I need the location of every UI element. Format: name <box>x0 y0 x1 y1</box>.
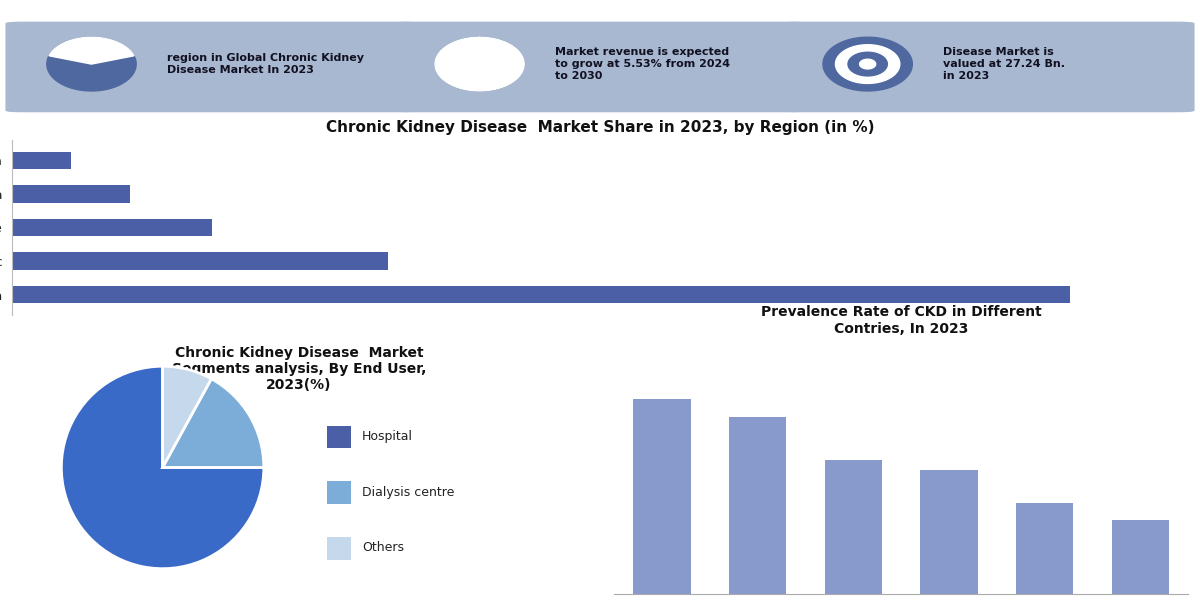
Polygon shape <box>823 37 912 91</box>
Polygon shape <box>49 37 134 64</box>
FancyBboxPatch shape <box>326 481 352 504</box>
Bar <box>824 460 882 594</box>
FancyBboxPatch shape <box>326 537 352 560</box>
Bar <box>12 252 389 270</box>
FancyBboxPatch shape <box>6 22 418 112</box>
Bar <box>730 417 786 594</box>
Polygon shape <box>47 37 136 91</box>
Text: Market revenue is expected
to grow at 5.53% from 2024
to 2030: Market revenue is expected to grow at 5.… <box>554 47 730 80</box>
Text: Dialysis centre: Dialysis centre <box>362 486 455 499</box>
Polygon shape <box>859 59 876 69</box>
Text: region in Global Chronic Kidney
Disease Market In 2023: region in Global Chronic Kidney Disease … <box>167 53 364 75</box>
Bar <box>12 219 212 236</box>
Wedge shape <box>162 379 264 467</box>
Polygon shape <box>434 37 524 91</box>
FancyBboxPatch shape <box>782 22 1194 112</box>
Bar <box>1016 503 1073 594</box>
Bar <box>1111 520 1169 594</box>
Polygon shape <box>434 37 524 91</box>
Bar <box>12 286 1070 304</box>
Polygon shape <box>848 52 887 76</box>
Polygon shape <box>835 45 900 83</box>
FancyBboxPatch shape <box>326 425 352 448</box>
Title: Chronic Kidney Disease  Market Share in 2023, by Region (in %): Chronic Kidney Disease Market Share in 2… <box>325 120 875 135</box>
Title: Prevalence Rate of CKD in Different
Contries, In 2023: Prevalence Rate of CKD in Different Cont… <box>761 305 1042 335</box>
Bar <box>12 152 71 169</box>
Bar <box>634 400 691 594</box>
Text: Others: Others <box>362 541 404 554</box>
Wedge shape <box>61 366 264 569</box>
Text: Chronic Kidney Disease  Market
Segments analysis, By End User,
2023(%): Chronic Kidney Disease Market Segments a… <box>172 346 426 392</box>
Wedge shape <box>162 366 211 467</box>
Text: Hospital: Hospital <box>362 430 413 443</box>
Text: Disease Market is
valued at 27.24 Bn.
in 2023: Disease Market is valued at 27.24 Bn. in… <box>943 47 1064 80</box>
FancyBboxPatch shape <box>394 22 806 112</box>
Bar <box>920 470 978 594</box>
Bar <box>12 185 130 203</box>
